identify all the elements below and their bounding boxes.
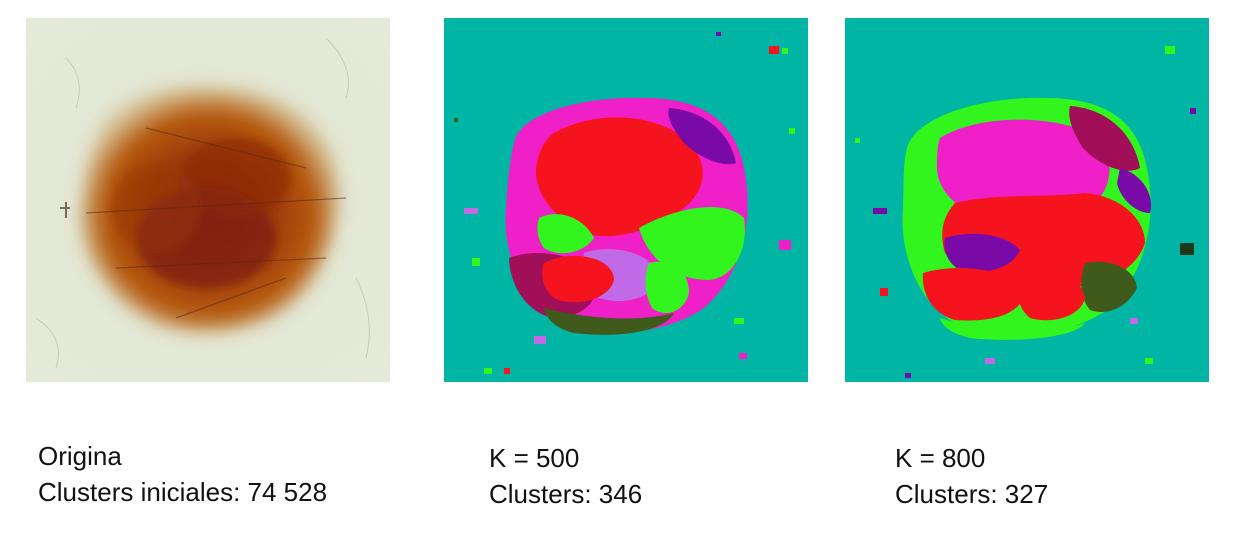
caption-clusters: Clusters: 327 <box>895 479 1049 509</box>
caption-original: Origina Clusters iniciales: 74 528 <box>38 438 327 510</box>
caption-k800: K = 800 Clusters: 327 <box>895 440 1048 512</box>
caption-clusters: Clusters iniciales: 74 528 <box>38 477 328 507</box>
caption-title: K = 500 <box>489 443 580 473</box>
caption-title: Origina <box>38 441 122 471</box>
segmentation-k500-image <box>444 18 808 382</box>
caption-clusters: Clusters: 346 <box>489 479 643 509</box>
caption-k500: K = 500 Clusters: 346 <box>489 440 642 512</box>
caption-title: K = 800 <box>895 443 986 473</box>
original-image <box>26 18 390 382</box>
segmentation-k800-image <box>845 18 1209 382</box>
